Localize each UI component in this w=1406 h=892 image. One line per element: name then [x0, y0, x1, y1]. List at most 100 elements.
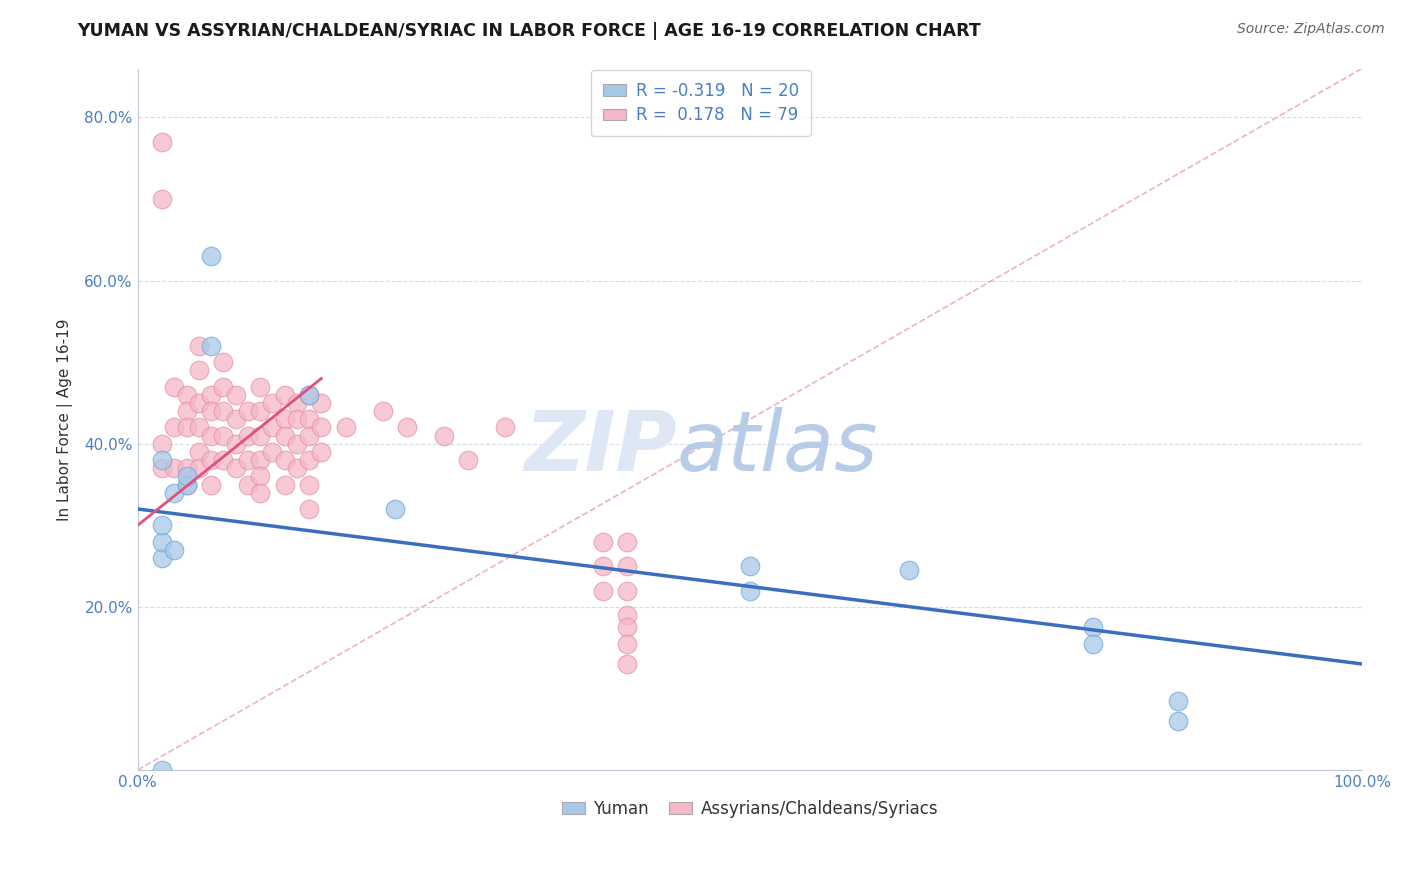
- Point: [163, 461, 186, 475]
- Point: [592, 534, 614, 549]
- Point: [212, 355, 235, 369]
- Point: [298, 412, 321, 426]
- Point: [150, 453, 173, 467]
- Point: [335, 420, 357, 434]
- Point: [225, 388, 247, 402]
- Point: [212, 404, 235, 418]
- Point: [225, 412, 247, 426]
- Point: [176, 469, 198, 483]
- Text: Source: ZipAtlas.com: Source: ZipAtlas.com: [1237, 22, 1385, 37]
- Point: [200, 428, 222, 442]
- Point: [249, 453, 271, 467]
- Point: [187, 363, 209, 377]
- Point: [176, 461, 198, 475]
- Point: [249, 469, 271, 483]
- Point: [187, 396, 209, 410]
- Point: [176, 404, 198, 418]
- Point: [285, 461, 308, 475]
- Point: [187, 339, 209, 353]
- Point: [225, 436, 247, 450]
- Point: [298, 477, 321, 491]
- Point: [187, 461, 209, 475]
- Point: [163, 542, 186, 557]
- Point: [236, 453, 259, 467]
- Point: [200, 339, 222, 353]
- Point: [298, 502, 321, 516]
- Point: [176, 420, 198, 434]
- Point: [311, 445, 333, 459]
- Point: [176, 477, 198, 491]
- Legend: Yuman, Assyrians/Chaldeans/Syriacs: Yuman, Assyrians/Chaldeans/Syriacs: [555, 794, 945, 825]
- Point: [298, 388, 321, 402]
- Point: [616, 636, 638, 650]
- Point: [311, 420, 333, 434]
- Point: [200, 404, 222, 418]
- Point: [150, 192, 173, 206]
- Point: [285, 396, 308, 410]
- Point: [384, 502, 406, 516]
- Point: [1167, 693, 1189, 707]
- Point: [457, 453, 479, 467]
- Point: [187, 420, 209, 434]
- Point: [738, 559, 761, 574]
- Point: [273, 388, 295, 402]
- Point: [212, 428, 235, 442]
- Point: [176, 388, 198, 402]
- Point: [150, 550, 173, 565]
- Point: [273, 428, 295, 442]
- Point: [249, 379, 271, 393]
- Point: [494, 420, 516, 434]
- Point: [225, 461, 247, 475]
- Point: [212, 453, 235, 467]
- Point: [236, 404, 259, 418]
- Point: [163, 485, 186, 500]
- Point: [212, 379, 235, 393]
- Point: [311, 396, 333, 410]
- Point: [262, 445, 284, 459]
- Point: [163, 379, 186, 393]
- Point: [187, 445, 209, 459]
- Point: [616, 559, 638, 574]
- Point: [592, 559, 614, 574]
- Point: [176, 477, 198, 491]
- Point: [236, 477, 259, 491]
- Point: [898, 563, 921, 577]
- Point: [395, 420, 418, 434]
- Point: [285, 436, 308, 450]
- Text: atlas: atlas: [676, 407, 877, 488]
- Point: [433, 428, 456, 442]
- Point: [1081, 636, 1104, 650]
- Point: [150, 135, 173, 149]
- Point: [616, 607, 638, 622]
- Point: [273, 412, 295, 426]
- Point: [616, 620, 638, 634]
- Point: [298, 453, 321, 467]
- Point: [200, 249, 222, 263]
- Point: [1081, 620, 1104, 634]
- Point: [616, 657, 638, 671]
- Point: [200, 388, 222, 402]
- Point: [150, 763, 173, 777]
- Point: [616, 583, 638, 598]
- Point: [285, 412, 308, 426]
- Point: [200, 477, 222, 491]
- Point: [200, 453, 222, 467]
- Point: [150, 534, 173, 549]
- Point: [150, 436, 173, 450]
- Point: [236, 428, 259, 442]
- Point: [262, 396, 284, 410]
- Point: [298, 428, 321, 442]
- Point: [249, 485, 271, 500]
- Point: [249, 404, 271, 418]
- Point: [249, 428, 271, 442]
- Point: [150, 518, 173, 533]
- Point: [1167, 714, 1189, 728]
- Point: [616, 534, 638, 549]
- Point: [738, 583, 761, 598]
- Text: ZIP: ZIP: [524, 407, 676, 488]
- Point: [150, 461, 173, 475]
- Point: [163, 420, 186, 434]
- Point: [592, 583, 614, 598]
- Point: [371, 404, 394, 418]
- Y-axis label: In Labor Force | Age 16-19: In Labor Force | Age 16-19: [58, 318, 73, 521]
